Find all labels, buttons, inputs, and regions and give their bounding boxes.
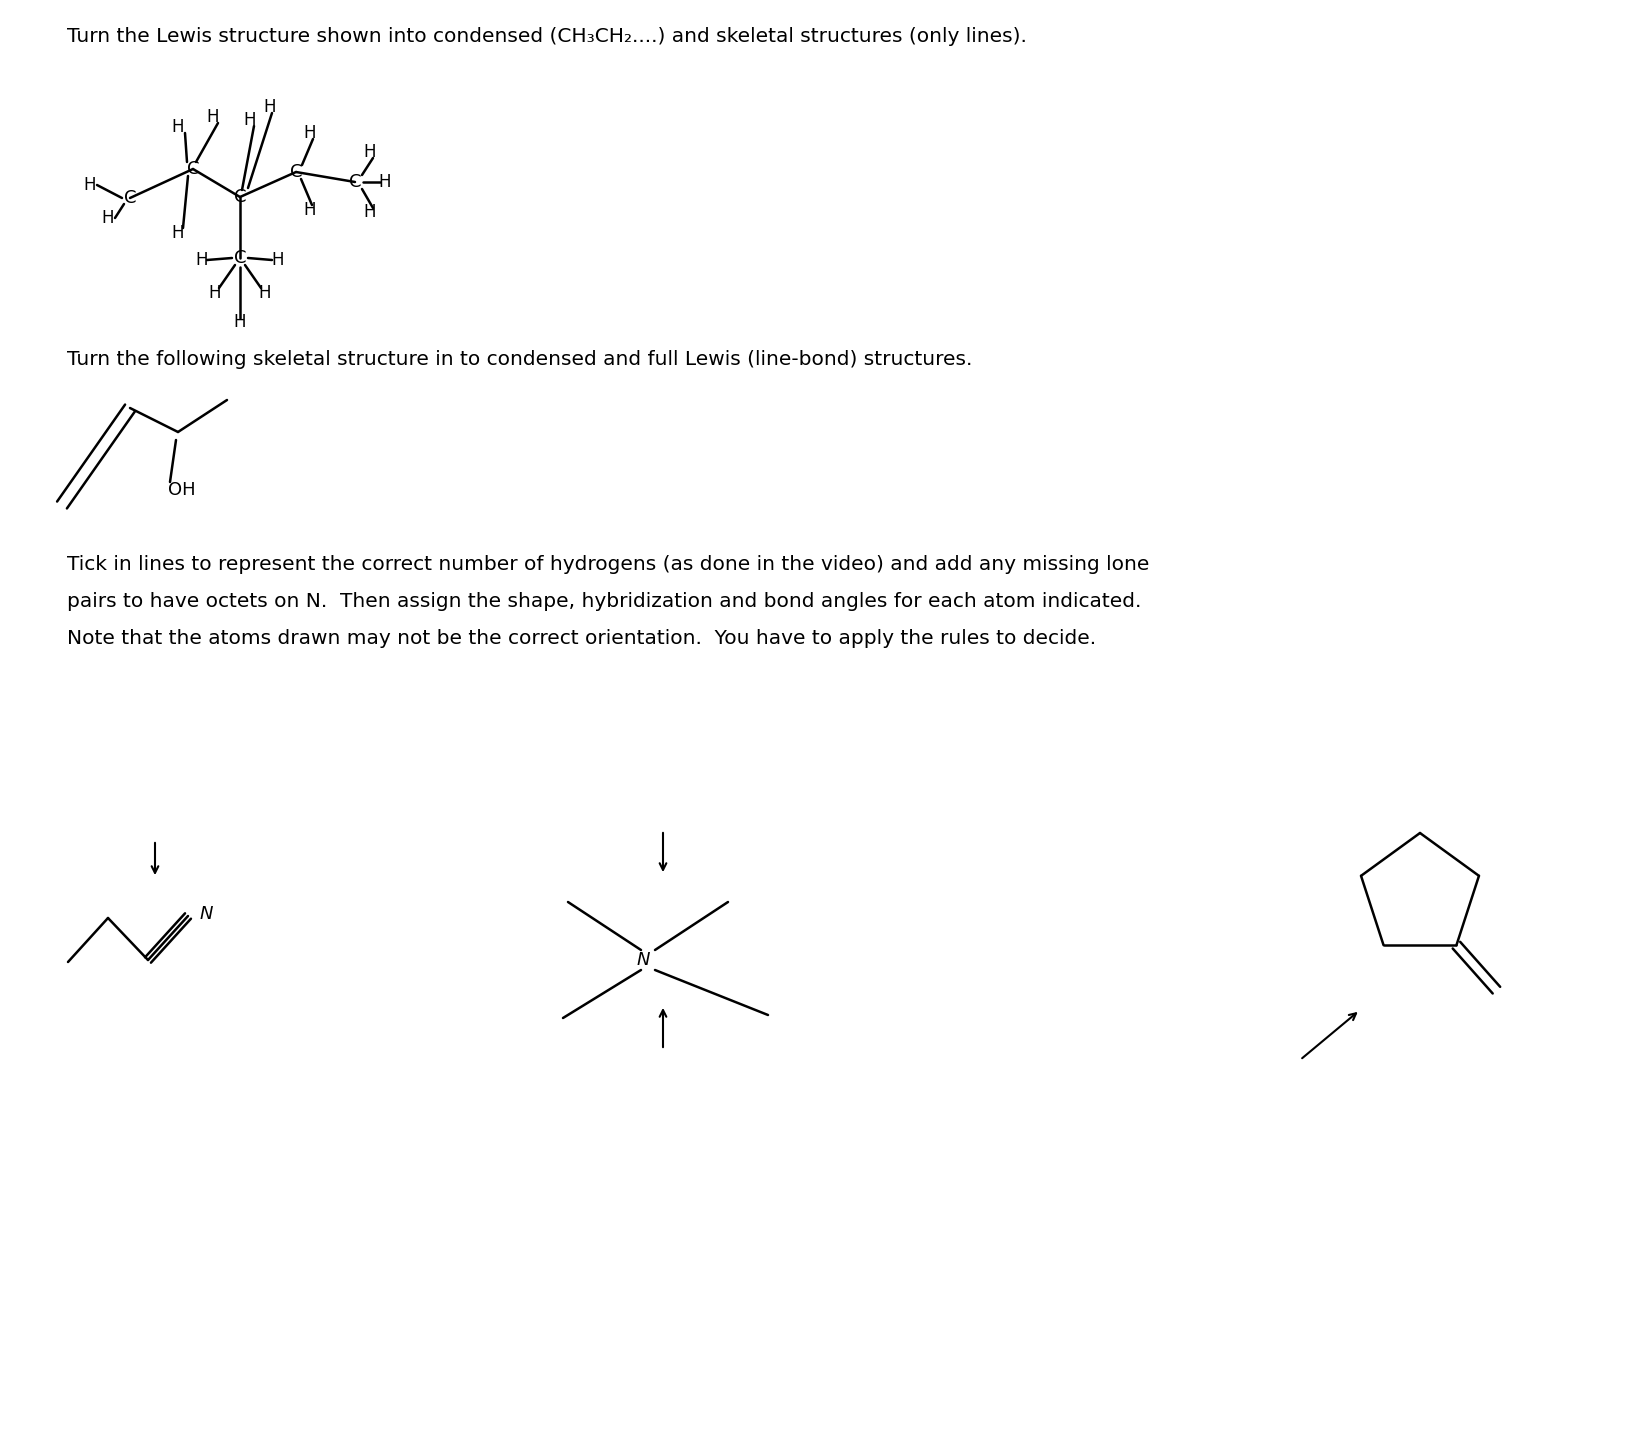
Text: H: H: [379, 172, 390, 191]
Text: Turn the following skeletal structure in to condensed and full Lewis (line-bond): Turn the following skeletal structure in…: [67, 350, 973, 369]
Text: H: H: [304, 201, 316, 220]
Text: C: C: [348, 172, 361, 191]
Text: C: C: [234, 188, 246, 205]
Text: Turn the Lewis structure shown into condensed (CH₃CH₂....) and skeletal structur: Turn the Lewis structure shown into cond…: [67, 27, 1027, 46]
Text: N: N: [200, 905, 213, 923]
Text: C: C: [290, 164, 303, 181]
Text: H: H: [195, 251, 208, 269]
Text: H: H: [103, 210, 114, 227]
Text: H: H: [264, 98, 277, 116]
Text: H: H: [172, 224, 184, 243]
Text: H: H: [234, 313, 246, 332]
Text: H: H: [364, 202, 376, 221]
Text: H: H: [364, 144, 376, 161]
Text: C: C: [187, 159, 198, 178]
Text: Note that the atoms drawn may not be the correct orientation.  You have to apply: Note that the atoms drawn may not be the…: [67, 629, 1097, 648]
Text: C: C: [124, 190, 137, 207]
Text: H: H: [259, 284, 272, 302]
Text: H: H: [272, 251, 285, 269]
Text: H: H: [208, 284, 221, 302]
Text: pairs to have octets on N.  Then assign the shape, hybridization and bond angles: pairs to have octets on N. Then assign t…: [67, 592, 1142, 610]
Text: H: H: [244, 111, 255, 129]
Text: H: H: [172, 118, 184, 136]
Text: N: N: [636, 951, 649, 969]
Text: H: H: [304, 123, 316, 142]
Text: C: C: [234, 248, 246, 267]
Text: OH: OH: [168, 481, 195, 498]
Text: H: H: [83, 177, 96, 194]
Text: Tick in lines to represent the correct number of hydrogens (as done in the video: Tick in lines to represent the correct n…: [67, 554, 1149, 574]
Text: H: H: [207, 108, 220, 126]
